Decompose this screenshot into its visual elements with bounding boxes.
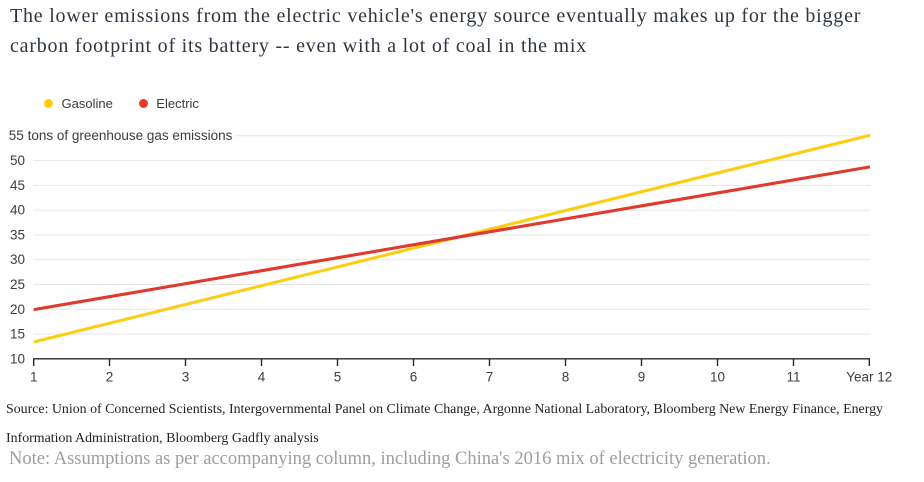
svg-text:45: 45 [10,178,25,193]
svg-text:20: 20 [10,302,25,317]
svg-text:2: 2 [106,370,114,385]
svg-text:5: 5 [334,370,342,385]
svg-text:11: 11 [786,370,800,385]
svg-text:Year 12: Year 12 [846,370,892,385]
svg-text:15: 15 [10,327,25,342]
svg-text:25: 25 [10,277,25,292]
svg-text:6: 6 [410,370,418,385]
svg-text:7: 7 [486,370,494,385]
svg-text:55 tons of greenhouse gas emis: 55 tons of greenhouse gas emissions [9,128,233,143]
svg-text:40: 40 [10,203,25,218]
svg-text:10: 10 [710,370,725,385]
svg-text:50: 50 [10,153,25,168]
svg-text:35: 35 [10,227,25,242]
svg-text:3: 3 [182,370,190,385]
svg-text:10: 10 [10,351,25,366]
svg-text:9: 9 [638,370,646,385]
svg-text:8: 8 [562,370,570,385]
svg-text:30: 30 [10,252,25,267]
svg-text:4: 4 [258,370,266,385]
svg-text:1: 1 [30,370,38,385]
